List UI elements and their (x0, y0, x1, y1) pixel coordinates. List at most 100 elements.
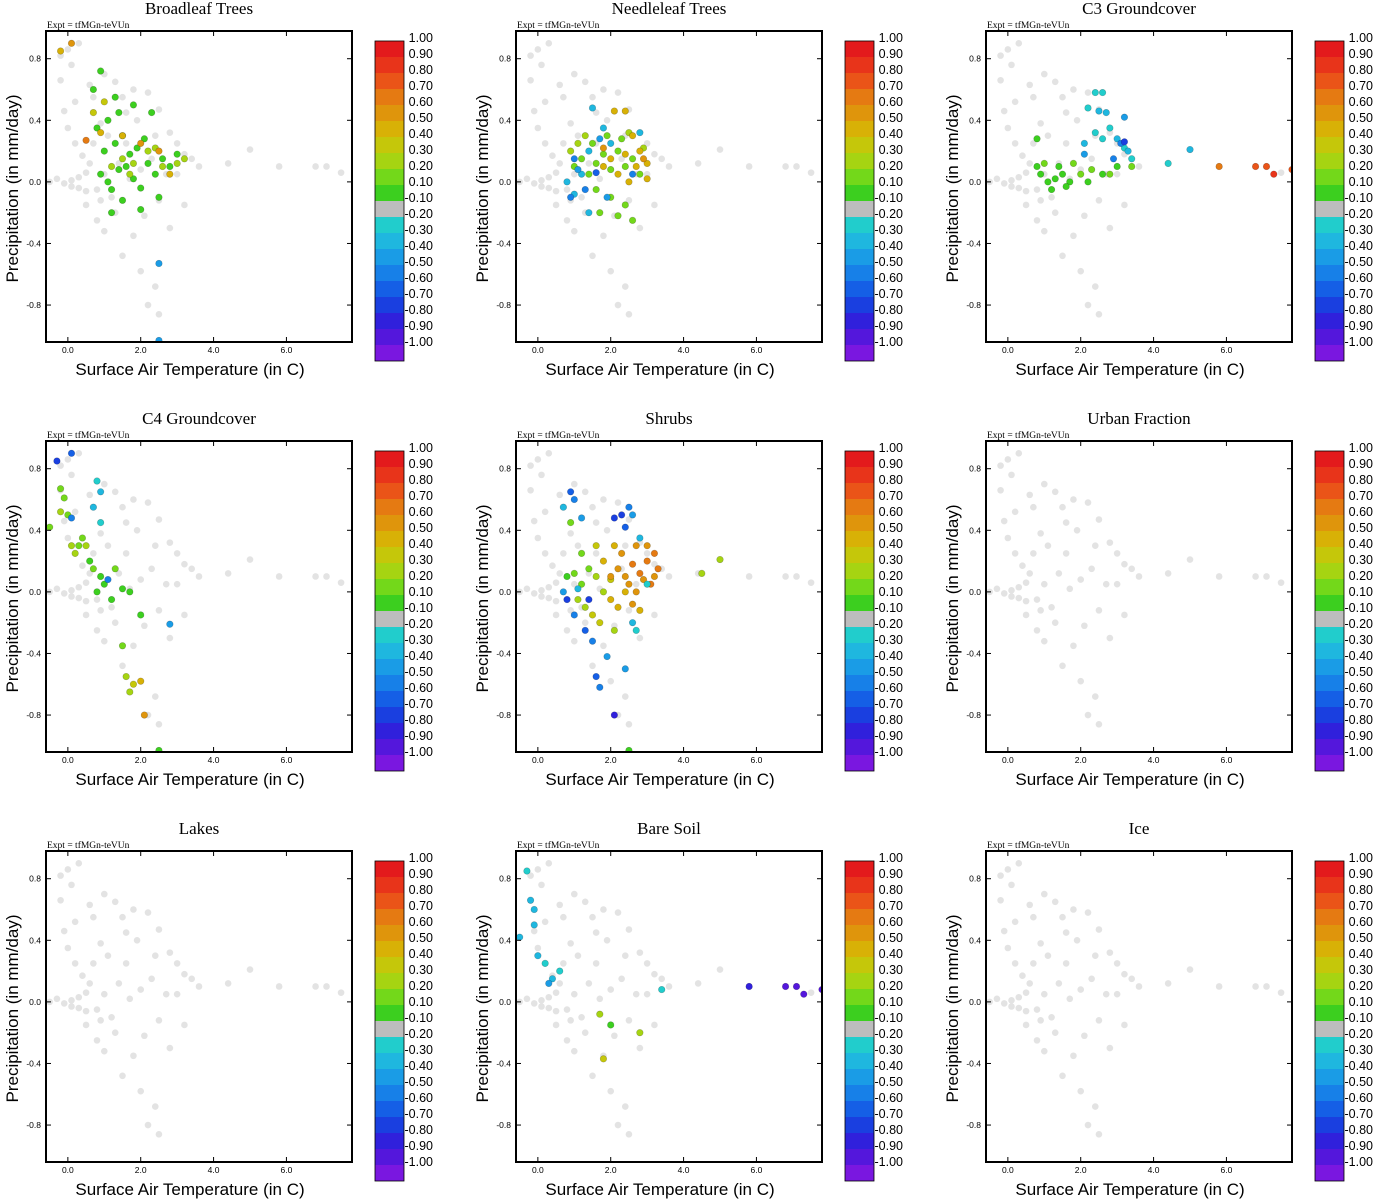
data-point (1120, 138, 1129, 146)
background-point (589, 252, 596, 260)
background-point (578, 193, 585, 201)
data-point (104, 116, 112, 124)
x-tick-label: 2.0 (605, 1165, 617, 1175)
background-point (137, 166, 145, 173)
data-point (155, 336, 163, 342)
background-point (155, 926, 163, 933)
background-point (1033, 596, 1041, 603)
colorbar-swatch (845, 1117, 874, 1133)
y-tick-label: -0.8 (26, 710, 41, 720)
background-point (97, 1017, 104, 1024)
data-point (1077, 170, 1085, 178)
background-point (621, 952, 629, 959)
background-point (86, 491, 94, 499)
background-point (581, 619, 589, 626)
colorbar-label: -1.00 (875, 335, 904, 349)
background-point (651, 150, 658, 158)
background-point (144, 89, 152, 96)
data-point (122, 672, 130, 681)
colorbar-label: 0.50 (1349, 931, 1373, 945)
colorbar-label: 0.80 (879, 883, 903, 897)
data-point (610, 107, 618, 115)
background-point (224, 160, 232, 167)
background-point (592, 550, 600, 557)
background-point (1015, 993, 1023, 1001)
background-point (155, 1017, 163, 1024)
colorbar-label: -0.90 (405, 319, 434, 333)
data-point (1098, 135, 1107, 143)
background-point (1277, 989, 1285, 996)
data-point (534, 952, 542, 960)
background-point (581, 488, 589, 496)
background-point (1051, 619, 1059, 626)
plot-frame (985, 30, 1293, 343)
background-point (560, 960, 567, 967)
background-point (100, 637, 108, 645)
background-point (530, 590, 538, 597)
background-point (614, 499, 622, 506)
background-point (534, 46, 542, 53)
data-point (632, 626, 640, 634)
background-point (133, 936, 141, 944)
colorbar-swatch (1315, 105, 1344, 121)
background-point (545, 993, 553, 1001)
data-point (1120, 113, 1129, 121)
x-tick-label: 4.0 (208, 345, 220, 355)
background-point (625, 720, 633, 728)
colorbar-swatch (845, 185, 874, 201)
background-point (337, 169, 345, 176)
background-point (570, 1047, 578, 1055)
y-tick-label: -0.4 (26, 648, 41, 658)
background-point (1055, 980, 1063, 987)
background-point (1081, 212, 1088, 220)
y-tick-label: -0.8 (26, 300, 41, 310)
x-tick-label: 0.0 (62, 1165, 74, 1175)
background-point (275, 163, 283, 170)
background-point (523, 175, 531, 183)
colorbar-swatch (1315, 739, 1344, 755)
background-point (148, 975, 155, 983)
panel-2: C3 Groundcover Expt = tfMGn-teVUn 0.0 2.0 4.… (943, 0, 1373, 379)
panel-3: C4 Groundcover Expt = tfMGn-teVUn 0.0 2.0 4.… (3, 409, 433, 789)
colorbar-swatch (1315, 691, 1344, 707)
colorbar-swatch (375, 201, 404, 217)
colorbar-swatch (845, 515, 874, 531)
background-point (607, 986, 615, 993)
background-point (1095, 1130, 1103, 1138)
background-point (93, 627, 101, 634)
plot-frame (515, 440, 823, 753)
background-point (166, 129, 174, 136)
points (46, 449, 345, 752)
background-point (100, 990, 108, 998)
background-point (1215, 983, 1223, 990)
data-point (1106, 170, 1114, 178)
background-point (1091, 542, 1099, 549)
background-point (1062, 519, 1070, 526)
data-point (89, 565, 97, 573)
background-point (1095, 926, 1103, 933)
data-point (56, 485, 65, 493)
colorbar-label: 0.10 (409, 995, 433, 1009)
background-point (643, 550, 651, 557)
background-point (68, 587, 75, 594)
background-point (570, 580, 578, 588)
background-point (1084, 89, 1092, 96)
background-point (1022, 187, 1030, 195)
colorbar-label: -0.30 (1345, 1043, 1373, 1057)
y-tick-label: -0.4 (26, 238, 41, 248)
colorbar-swatch (375, 153, 404, 169)
points (516, 860, 822, 1138)
background-point (1033, 1037, 1041, 1044)
colorbar-swatch (375, 233, 404, 249)
background-point (100, 480, 108, 488)
data-point (1062, 182, 1070, 191)
colorbar-swatch (845, 1133, 874, 1149)
x-axis-label: Surface Air Temperature (in C) (1015, 770, 1244, 789)
background-point (578, 1013, 585, 1021)
data-point (115, 108, 123, 117)
data-point (1262, 162, 1271, 171)
colorbar-frame (844, 450, 875, 772)
points (986, 450, 1285, 728)
background-point (79, 562, 86, 570)
y-tick-label: 0.4 (969, 115, 981, 125)
